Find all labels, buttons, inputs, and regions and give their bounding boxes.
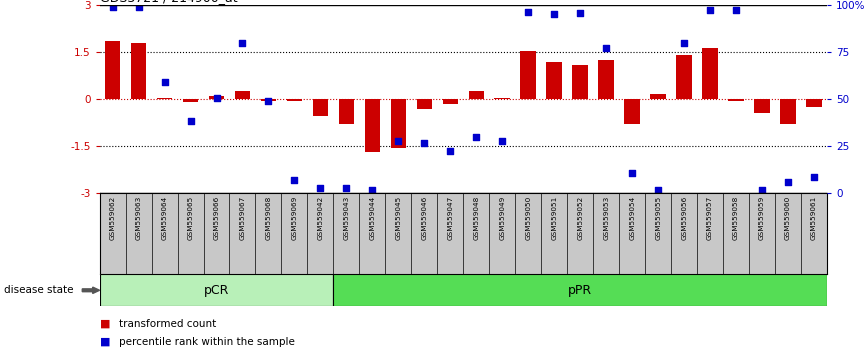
Text: GSM559059: GSM559059	[759, 195, 765, 240]
Point	[365, 187, 379, 193]
Text: GSM559043: GSM559043	[344, 195, 349, 240]
Point	[625, 170, 639, 176]
Bar	[728, 99, 744, 101]
Text: GSM559056: GSM559056	[682, 195, 687, 240]
Bar	[157, 98, 172, 99]
Bar	[131, 44, 146, 99]
Text: GSM559044: GSM559044	[370, 195, 375, 240]
Text: GSM559049: GSM559049	[500, 195, 505, 240]
Bar	[572, 65, 588, 99]
Bar	[702, 47, 718, 99]
Text: pCR: pCR	[204, 284, 229, 297]
Point	[417, 140, 431, 146]
Point	[210, 95, 223, 101]
Text: disease state: disease state	[4, 285, 74, 295]
Text: GSM559067: GSM559067	[240, 195, 245, 240]
Bar	[313, 99, 328, 116]
Text: GSM559065: GSM559065	[188, 195, 193, 240]
Text: transformed count: transformed count	[119, 319, 216, 329]
Text: ■: ■	[100, 319, 110, 329]
Bar	[183, 99, 198, 102]
Bar	[520, 51, 536, 99]
Point	[521, 9, 535, 15]
Point	[677, 40, 691, 46]
Bar	[780, 99, 796, 124]
Bar	[469, 91, 484, 99]
Bar	[624, 99, 640, 124]
Text: GSM559052: GSM559052	[578, 195, 583, 240]
Text: GSM559061: GSM559061	[811, 195, 817, 240]
Text: GSM559068: GSM559068	[266, 195, 271, 240]
Text: GSM559058: GSM559058	[734, 195, 739, 240]
Point	[599, 45, 613, 50]
Point	[547, 11, 561, 17]
Text: GSM559047: GSM559047	[448, 195, 453, 240]
Bar	[365, 99, 380, 152]
Point	[469, 134, 483, 139]
Bar	[100, 274, 333, 306]
Point	[313, 185, 327, 191]
Text: GSM559042: GSM559042	[318, 195, 323, 240]
Bar	[806, 99, 822, 107]
Text: GSM559062: GSM559062	[110, 195, 115, 240]
Text: ■: ■	[100, 337, 110, 347]
Point	[495, 138, 509, 144]
Bar	[339, 99, 354, 124]
Bar	[105, 41, 120, 99]
Text: GSM559063: GSM559063	[136, 195, 141, 240]
Text: GSM559054: GSM559054	[630, 195, 635, 240]
Bar	[333, 274, 827, 306]
Point	[755, 187, 769, 193]
Text: GSM559048: GSM559048	[474, 195, 479, 240]
Bar	[287, 99, 302, 101]
Bar	[676, 55, 692, 99]
Text: GSM559069: GSM559069	[292, 195, 297, 240]
Bar	[261, 99, 276, 101]
Text: GSM559046: GSM559046	[422, 195, 427, 240]
Bar	[754, 99, 770, 113]
Point	[729, 7, 743, 13]
Point	[339, 185, 353, 191]
Text: GSM559066: GSM559066	[214, 195, 219, 240]
Text: GSM559064: GSM559064	[162, 195, 167, 240]
Text: GSM559050: GSM559050	[526, 195, 531, 240]
Bar	[494, 98, 510, 99]
Bar	[546, 62, 562, 99]
Point	[703, 7, 717, 13]
Point	[262, 98, 275, 103]
Point	[288, 178, 301, 183]
Text: percentile rank within the sample: percentile rank within the sample	[119, 337, 294, 347]
Point	[781, 179, 795, 185]
Bar	[209, 96, 224, 99]
Bar	[235, 91, 250, 99]
Bar	[417, 99, 432, 108]
Bar	[391, 99, 406, 148]
Point	[573, 10, 587, 16]
Text: GSM559055: GSM559055	[656, 195, 661, 240]
Point	[807, 175, 821, 180]
Text: GSM559045: GSM559045	[396, 195, 401, 240]
Point	[106, 4, 120, 10]
Text: GSM559053: GSM559053	[604, 195, 609, 240]
Point	[184, 118, 197, 124]
Bar	[598, 60, 614, 99]
Point	[236, 40, 249, 46]
Point	[158, 79, 171, 85]
Text: pPR: pPR	[568, 284, 592, 297]
Text: GSM559060: GSM559060	[785, 195, 791, 240]
Bar	[443, 99, 458, 104]
Text: GDS3721 / 214900_at: GDS3721 / 214900_at	[100, 0, 237, 4]
Text: GSM559051: GSM559051	[552, 195, 557, 240]
Point	[443, 148, 457, 154]
Point	[651, 187, 665, 193]
Point	[132, 4, 145, 10]
Point	[391, 138, 405, 144]
Text: GSM559057: GSM559057	[708, 195, 713, 240]
Bar	[650, 95, 666, 99]
